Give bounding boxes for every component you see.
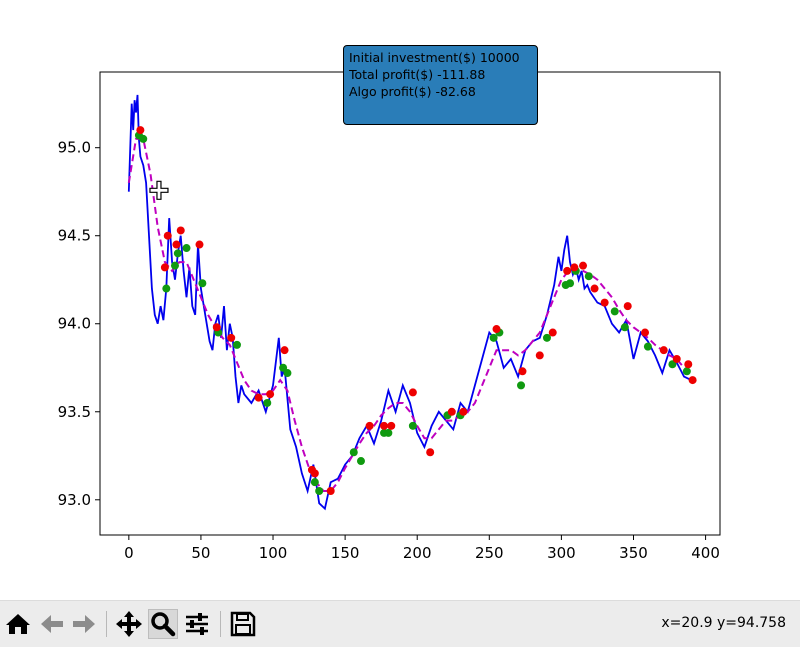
buy-point: [659, 346, 668, 355]
sell-point: [162, 284, 171, 293]
buy-point: [579, 261, 588, 270]
buy-point: [570, 263, 579, 272]
sell-point: [139, 134, 148, 143]
x-axis: 0 50 100 150 200 250 300 350 400: [124, 535, 720, 562]
buy-point: [254, 393, 263, 402]
x-tick-label: 0: [124, 544, 134, 562]
pan-move-icon[interactable]: [114, 609, 144, 639]
sell-point: [232, 340, 241, 349]
crosshair-shape: [149, 180, 169, 200]
buy-point: [548, 328, 557, 337]
buy-point: [535, 351, 544, 360]
algo-profit-text: Algo profit($) -82.68: [349, 84, 476, 99]
buy-point: [408, 388, 417, 397]
sell-point: [315, 486, 324, 495]
x-tick-label: 350: [619, 544, 648, 562]
sell-point: [198, 279, 207, 288]
x-tick-label: 250: [475, 544, 504, 562]
back-arrow-icon[interactable]: [37, 609, 67, 639]
buy-point: [172, 240, 181, 249]
save-floppy-icon[interactable]: [228, 609, 258, 639]
sell-point: [584, 272, 593, 281]
toolbar-separator: [106, 611, 107, 637]
moving-average-line: [127, 137, 692, 492]
y-tick-label: 93.5: [58, 403, 91, 421]
buy-point: [280, 346, 289, 355]
y-tick-label: 95.0: [58, 139, 91, 157]
sell-point: [170, 261, 179, 270]
buy-point: [212, 323, 221, 332]
buy-point: [326, 486, 335, 495]
forward-arrow-icon[interactable]: [69, 609, 99, 639]
navigation-toolbar: x=20.9 y=94.758: [0, 600, 800, 647]
sell-point: [279, 363, 288, 372]
sell-point: [173, 249, 182, 258]
buy-point: [688, 376, 697, 385]
sell-point: [610, 307, 619, 316]
buy-point: [136, 126, 145, 135]
zoom-magnifier-icon[interactable]: [148, 609, 178, 639]
buy-point: [387, 421, 396, 430]
buy-point: [672, 354, 681, 363]
buy-point: [641, 328, 650, 337]
buy-point: [310, 469, 319, 478]
sell-point: [643, 342, 652, 351]
sell-point: [668, 360, 677, 369]
total-profit-text: Total profit($) -111.88: [349, 67, 486, 82]
initial-investment-text: Initial investment($) 10000: [349, 50, 520, 65]
x-tick-label: 150: [331, 544, 360, 562]
sell-point: [384, 428, 393, 437]
sell-point: [620, 323, 629, 332]
sell-point: [408, 421, 417, 430]
buy-point: [563, 266, 572, 275]
x-tick-label: 50: [191, 544, 210, 562]
markers-layer: [134, 126, 697, 495]
buy-point: [492, 325, 501, 334]
buy-point: [227, 333, 236, 342]
figure-canvas: 0 50 100 150 200 250 300 350 400 93.0 93.5 94.0 94.…: [57, 45, 721, 562]
buy-point: [600, 298, 609, 307]
buy-point: [623, 302, 632, 311]
buy-point: [160, 263, 169, 272]
sell-point: [517, 381, 526, 390]
crosshair-cursor-icon: [149, 180, 169, 200]
sell-point: [182, 244, 191, 253]
x-tick-label: 200: [403, 544, 432, 562]
x-tick-label: 100: [259, 544, 288, 562]
buy-point: [266, 390, 275, 399]
buy-point: [163, 231, 172, 240]
buy-point: [684, 360, 693, 369]
sell-point: [310, 478, 319, 487]
y-axis: 93.0 93.5 94.0 94.5 95.0: [58, 139, 100, 509]
profit-info-box: Initial investment($) 10000 Total profit…: [343, 45, 538, 125]
buy-point: [365, 421, 374, 430]
buy-point: [459, 407, 468, 416]
x-tick-label: 300: [547, 544, 576, 562]
toolbar-separator: [220, 611, 221, 637]
buy-point: [447, 407, 456, 416]
sell-point: [566, 279, 575, 288]
buy-point: [176, 226, 185, 235]
buy-point: [518, 367, 527, 376]
sell-point: [263, 398, 272, 407]
buy-point: [426, 448, 435, 457]
y-tick-label: 93.0: [58, 491, 91, 509]
sell-point: [542, 333, 551, 342]
sell-point: [283, 369, 292, 378]
sell-point: [489, 333, 498, 342]
buy-point: [380, 421, 389, 430]
y-tick-label: 94.5: [58, 227, 91, 245]
sell-point: [349, 448, 358, 457]
sell-point: [356, 457, 365, 466]
buy-point: [590, 284, 599, 293]
buy-point: [195, 240, 204, 249]
configure-subplots-icon[interactable]: [182, 609, 212, 639]
cursor-coordinates: x=20.9 y=94.758: [661, 615, 786, 631]
y-tick-label: 94.0: [58, 315, 91, 333]
sell-point: [682, 367, 691, 376]
x-tick-label: 400: [691, 544, 720, 562]
home-icon[interactable]: [3, 609, 33, 639]
